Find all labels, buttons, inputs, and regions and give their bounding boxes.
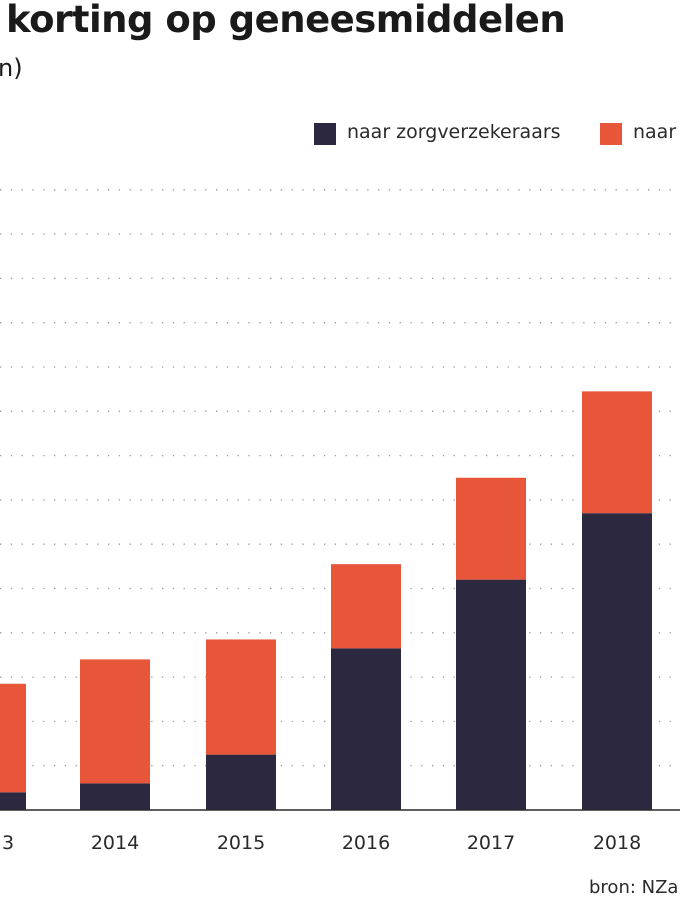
x-tick-label-2017: 2017 <box>467 832 515 854</box>
bar-naar-2018 <box>582 391 652 514</box>
bar-zorgverzekeraars-2016 <box>331 648 401 810</box>
x-tick-label-2018: 2018 <box>593 832 641 854</box>
legend-label-naar: naar <box>633 121 677 143</box>
bar-naar-2014 <box>80 659 150 784</box>
bar-naar-2016 <box>331 564 401 649</box>
bar-zorgverzekeraars-2017 <box>456 579 526 810</box>
bar-zorgverzekeraars-3 <box>0 792 26 810</box>
bar-zorgverzekeraars-2014 <box>80 783 150 810</box>
legend-swatch-naar <box>600 123 622 145</box>
bar-zorgverzekeraars-2015 <box>206 754 276 810</box>
x-tick-label-2016: 2016 <box>342 832 390 854</box>
x-tick-label-3: 3 <box>2 832 14 854</box>
legend-label-zorgverzekeraars: naar zorgverzekeraars <box>347 121 561 143</box>
bar-naar-2015 <box>206 639 276 755</box>
chart-title: korting op geneesmiddelen <box>6 0 566 41</box>
bar-zorgverzekeraars-2018 <box>582 513 652 810</box>
legend-swatch-zorgverzekeraars <box>314 123 336 145</box>
source-note: bron: NZa, <box>589 877 680 898</box>
chart-subtitle: n) <box>0 54 23 82</box>
bar-naar-3 <box>0 683 26 793</box>
x-tick-label-2014: 2014 <box>91 832 139 854</box>
bar-naar-2017 <box>456 477 526 580</box>
x-tick-label-2015: 2015 <box>217 832 265 854</box>
